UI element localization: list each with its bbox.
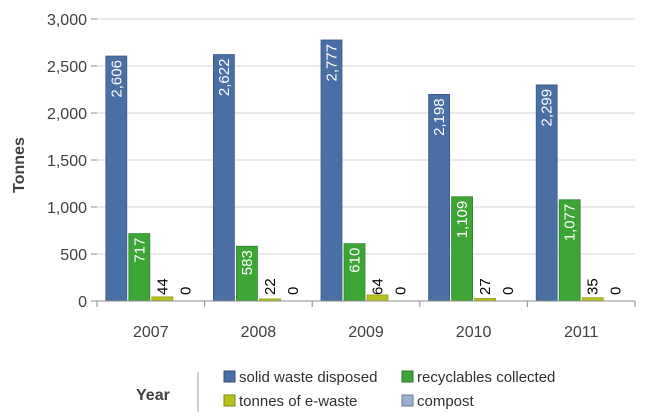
x-tick-label: 2007 — [133, 324, 169, 341]
data-label: 1,109 — [454, 201, 471, 239]
data-label: 35 — [585, 278, 602, 295]
data-label: 583 — [239, 250, 256, 275]
data-label: 0 — [393, 287, 410, 295]
legend-swatch — [401, 370, 414, 383]
x-axis-ticks: 2007 2008 2009 2010 2011 — [96, 301, 636, 341]
x-tick-label: 2011 — [564, 324, 599, 341]
y-tick-label: 0 — [78, 294, 87, 311]
data-label: 2,299 — [539, 89, 556, 127]
data-label: 717 — [131, 238, 148, 263]
data-label: 0 — [285, 287, 302, 295]
y-tick-label: 500 — [60, 247, 87, 264]
y-tick-label: 1,500 — [47, 153, 87, 170]
data-label: 44 — [154, 278, 171, 295]
legend-label: solid waste disposed — [239, 369, 377, 386]
x-tick-label: 2010 — [456, 324, 492, 341]
data-label: 22 — [262, 278, 279, 295]
legend-swatch — [223, 370, 236, 383]
data-label: 0 — [177, 287, 194, 295]
data-label: 610 — [347, 248, 364, 273]
data-label: 2,606 — [108, 60, 125, 98]
y-axis-ticks: 0 500 1,000 1,500 2,000 2,500 3,000 — [47, 12, 97, 311]
data-label: 2,622 — [216, 59, 233, 97]
data-label: 2,198 — [431, 98, 448, 136]
bar — [151, 296, 174, 302]
data-label: 0 — [500, 287, 517, 295]
y-tick-label: 2,500 — [47, 59, 87, 76]
legend-label: recyclables collected — [417, 369, 555, 386]
legend-swatch — [223, 394, 236, 407]
data-label: 0 — [608, 287, 625, 295]
x-tick-label: 2008 — [241, 324, 277, 341]
legend-swatch — [401, 394, 414, 407]
y-axis-label: Tonnes — [11, 137, 28, 193]
y-tick-label: 2,000 — [47, 106, 87, 123]
legend: Year solid waste disposed recyclables col… — [136, 369, 555, 412]
legend-label: compost — [417, 393, 475, 410]
data-label: 1,077 — [562, 204, 579, 242]
data-label: 64 — [370, 278, 387, 295]
data-label: 2,777 — [324, 44, 341, 82]
bars — [105, 39, 604, 302]
data-label: 27 — [477, 278, 494, 295]
data-labels: 2,606 717 44 0 2,622 583 22 0 2,777 610 64 0 2,198 1,… — [108, 44, 624, 295]
x-tick-label: 2009 — [348, 324, 384, 341]
y-tick-label: 3,000 — [47, 12, 87, 29]
legend-label: tonnes of e-waste — [239, 393, 357, 410]
y-tick-label: 1,000 — [47, 200, 87, 217]
legend-title: Year — [136, 387, 170, 404]
